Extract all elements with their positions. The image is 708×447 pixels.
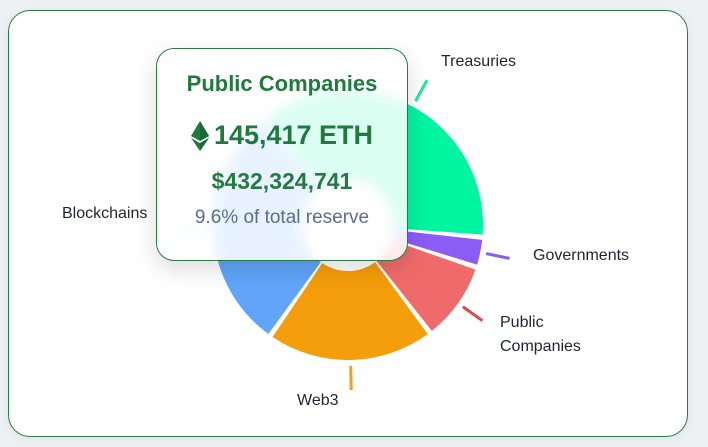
- leader-line-public-companies: [462, 305, 484, 322]
- tooltip-usd-value: $432,324,741: [211, 168, 353, 194]
- tooltip-eth-row: 145,417 ETH: [157, 120, 407, 151]
- label-public-companies-2: Companies: [500, 338, 581, 355]
- tooltip: Public Companies 145,417 ETH $432,324,74…: [156, 48, 408, 261]
- slice-public-companies[interactable]: [376, 240, 476, 331]
- tooltip-pct-text: 9.6% of total reserve: [194, 207, 370, 228]
- tooltip-title: Public Companies: [186, 71, 378, 96]
- slice-governments[interactable]: [391, 230, 483, 265]
- label-blockchains: Blockchains: [62, 205, 148, 222]
- label-governments: Governments: [533, 247, 630, 264]
- ethereum-icon: [190, 120, 209, 151]
- label-web3: Web3: [297, 392, 339, 409]
- label-treasuries: Treasuries: [441, 53, 516, 70]
- leader-line-treasuries: [414, 79, 429, 102]
- slice-web3[interactable]: [272, 262, 428, 360]
- tooltip-eth-value: 145,417 ETH: [213, 120, 374, 150]
- leader-line-governments: [485, 252, 510, 260]
- label-public-companies-1: Public: [500, 314, 544, 331]
